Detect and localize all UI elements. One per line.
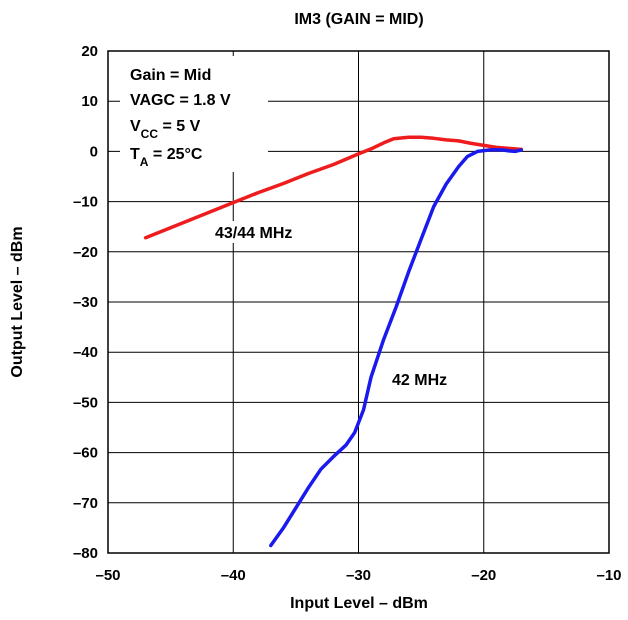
chart-title: IM3 (GAIN = MID): [294, 11, 423, 28]
condition-gain: Gain = Mid: [130, 67, 211, 84]
y-tick-label: –20: [73, 244, 98, 261]
y-tick-label: –70: [73, 495, 98, 512]
series-line-1: [269, 148, 524, 548]
series-label-bg-blue: [388, 368, 470, 390]
series-label-bg-red: [211, 221, 319, 243]
y-tick-label: –30: [73, 294, 98, 311]
y-tick-label: –40: [73, 344, 98, 361]
x-tick-label: –40: [221, 567, 246, 584]
y-tick-label: 10: [81, 93, 98, 110]
y-tick-label: 20: [81, 43, 98, 60]
series-label-42mhz: 42 MHz: [392, 372, 447, 389]
conditions-box: [120, 56, 268, 172]
series-line-0: [143, 135, 524, 240]
y-tick-label: –50: [73, 394, 98, 411]
x-axis-label: Input Level – dBm: [290, 595, 428, 612]
x-tick-label: –30: [346, 567, 371, 584]
x-tick-label: –10: [596, 567, 621, 584]
x-tick-label: –50: [95, 567, 120, 584]
y-axis-label: Output Level – dBm: [9, 226, 26, 377]
series-label-43-44mhz: 43/44 MHz: [215, 225, 292, 242]
condition-vagc: VAGC = 1.8 V: [130, 92, 231, 109]
y-tick-label: –10: [73, 194, 98, 211]
series-group: [143, 135, 524, 548]
grid: [108, 51, 609, 553]
plot-frame: [107, 50, 610, 554]
x-tick-labels: –50 –40 –30 –20 –10: [95, 567, 621, 584]
y-tick-label: –80: [73, 545, 98, 562]
y-tick-labels: 20 10 0 –10 –20 –30 –40 –50 –60 –70 –80: [73, 43, 98, 562]
y-tick-label: –60: [73, 445, 98, 462]
y-tick-label: 0: [90, 143, 98, 160]
x-tick-label: –20: [471, 567, 496, 584]
